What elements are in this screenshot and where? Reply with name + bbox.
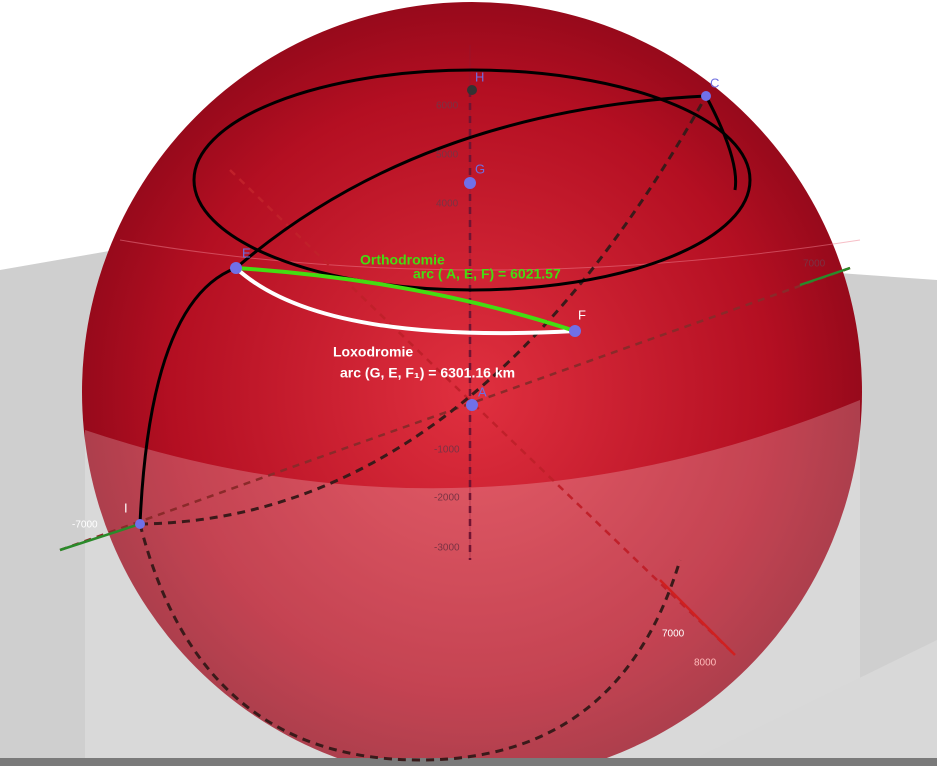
y-axis-pos bbox=[799, 266, 851, 287]
point-label: G bbox=[475, 161, 485, 176]
point[interactable] bbox=[467, 85, 477, 95]
point[interactable] bbox=[701, 91, 711, 101]
axis-tick-label: 7000 bbox=[662, 629, 685, 640]
point-label: I bbox=[124, 500, 128, 515]
great-circle-end bbox=[704, 95, 738, 191]
point[interactable] bbox=[135, 519, 145, 529]
point-label: E bbox=[242, 245, 251, 260]
plane-corner bbox=[680, 640, 937, 766]
point-label: F bbox=[578, 307, 586, 322]
point[interactable] bbox=[464, 177, 476, 189]
small-circle bbox=[192, 68, 752, 292]
point[interactable] bbox=[569, 325, 581, 337]
y-axis-neg bbox=[59, 522, 141, 552]
axis-tick-label: 4000 bbox=[436, 199, 459, 210]
loxodrome bbox=[234, 266, 576, 336]
axis-tick-label: -3000 bbox=[434, 543, 460, 554]
axis-tick-label: 5000 bbox=[436, 150, 459, 161]
point-label: A bbox=[478, 384, 487, 399]
axis-tick-label: 7000 bbox=[803, 259, 826, 270]
point-label: C bbox=[710, 75, 719, 90]
plane-edge bbox=[119, 239, 861, 271]
annotation: arc (G, E, F₁) = 6301.16 km bbox=[340, 365, 515, 381]
point[interactable] bbox=[466, 399, 478, 411]
axis-tick-label: -1000 bbox=[434, 445, 460, 456]
axis-tick-label: -7000 bbox=[72, 520, 98, 531]
annotation: Loxodromie bbox=[333, 344, 413, 360]
annotation: Orthodromie bbox=[360, 252, 445, 268]
sphere bbox=[82, 2, 862, 766]
axis-tick-label: 8000 bbox=[694, 658, 717, 669]
orthodrome bbox=[235, 266, 576, 333]
point-label: H bbox=[475, 69, 484, 84]
axis-tick-label: 6000 bbox=[436, 101, 459, 112]
lower-sphere-shade bbox=[85, 400, 860, 766]
great-circle bbox=[138, 94, 707, 525]
point[interactable] bbox=[230, 262, 242, 274]
great-circle-hidden bbox=[138, 523, 682, 762]
axis-tick-label: -2000 bbox=[434, 493, 460, 504]
annotation: arc ( A, E, F) = 6021.57 bbox=[413, 266, 561, 282]
status-bar bbox=[0, 758, 937, 766]
x-axis-pos bbox=[659, 579, 736, 656]
